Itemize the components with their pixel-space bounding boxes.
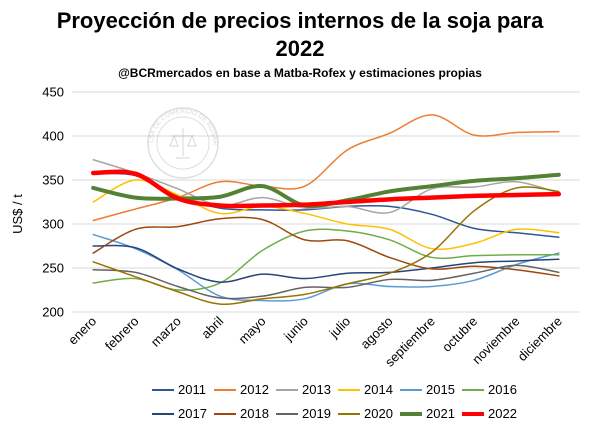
series-line-2013 (92, 159, 560, 214)
legend-item-2019: 2019 (276, 406, 331, 421)
legend-item-2014: 2014 (338, 382, 393, 397)
legend-item-2012: 2012 (214, 382, 269, 397)
x-tick-label-agosto: agosto (357, 314, 395, 352)
y-tick-label-450: 450 (42, 85, 64, 100)
chart-title-line1: Proyección de precios internos de la soj… (57, 8, 544, 33)
x-tick-label-julio: julio (326, 314, 354, 342)
y-axis-label: US$ / t (10, 194, 25, 234)
x-tick-label-enero: enero (65, 314, 99, 348)
x-tick-label-octubre: octubre (439, 314, 480, 355)
legend-item-2016: 2016 (462, 382, 517, 397)
legend-label-2011: 2011 (178, 382, 206, 397)
legend: 2011 2012 2013 2014 2015 2016 2017 2018 2019 2020… (152, 382, 517, 421)
y-tick-label-350: 350 (42, 173, 64, 188)
legend-label-2014: 2014 (364, 382, 393, 397)
legend-label-2018: 2018 (240, 406, 269, 421)
series-line-2014 (92, 179, 560, 251)
legend-item-2011: 2011 (152, 382, 206, 397)
x-tick-label-febrero: febrero (102, 314, 142, 354)
legend-label-2015: 2015 (426, 382, 455, 397)
legend-item-2017: 2017 (152, 406, 207, 421)
legend-label-2013: 2013 (302, 382, 331, 397)
y-tick-label-300: 300 (42, 217, 64, 232)
legend-label-2017: 2017 (178, 406, 207, 421)
legend-item-2021: 2021 (400, 406, 455, 421)
y-tick-label-400: 400 (42, 129, 64, 144)
legend-label-2021: 2021 (426, 406, 455, 421)
series-line-2019 (92, 264, 560, 300)
series-line-2020 (92, 186, 560, 306)
legend-label-2012: 2012 (240, 382, 269, 397)
x-tick-label-mayo: mayo (236, 314, 269, 347)
legend-item-2020: 2020 (338, 406, 393, 421)
chart-title-line2: 2022 (276, 36, 325, 61)
legend-item-2022: 2022 (462, 406, 517, 421)
legend-label-2022: 2022 (488, 406, 517, 421)
series-line-2018 (92, 216, 560, 277)
series-line-2016 (92, 228, 560, 291)
series-line-2022 (90, 169, 562, 209)
x-tick-label-abril: abril (198, 313, 226, 341)
legend-item-2018: 2018 (214, 406, 269, 421)
y-tick-label-200: 200 (42, 305, 64, 320)
x-tick-label-diciembre: diciembre (514, 314, 564, 364)
y-tick-label-250: 250 (42, 261, 64, 276)
legend-label-2016: 2016 (488, 382, 517, 397)
x-axis-ticks: enero febrero marzo abril mayo junio julio agos… (65, 313, 565, 369)
series-lines (90, 114, 562, 306)
legend-item-2015: 2015 (400, 382, 455, 397)
series-line-2017 (92, 244, 560, 283)
x-tick-label-junio: junio (280, 314, 311, 345)
legend-label-2019: 2019 (302, 406, 331, 421)
chart-subtitle: @BCRmercados en base a Matba-Rofex y est… (118, 66, 482, 80)
x-tick-label-marzo: marzo (148, 314, 184, 350)
legend-item-2013: 2013 (276, 382, 331, 397)
y-axis-ticks: 200 250 300 350 400 450 (42, 85, 64, 320)
legend-label-2020: 2020 (364, 406, 393, 421)
